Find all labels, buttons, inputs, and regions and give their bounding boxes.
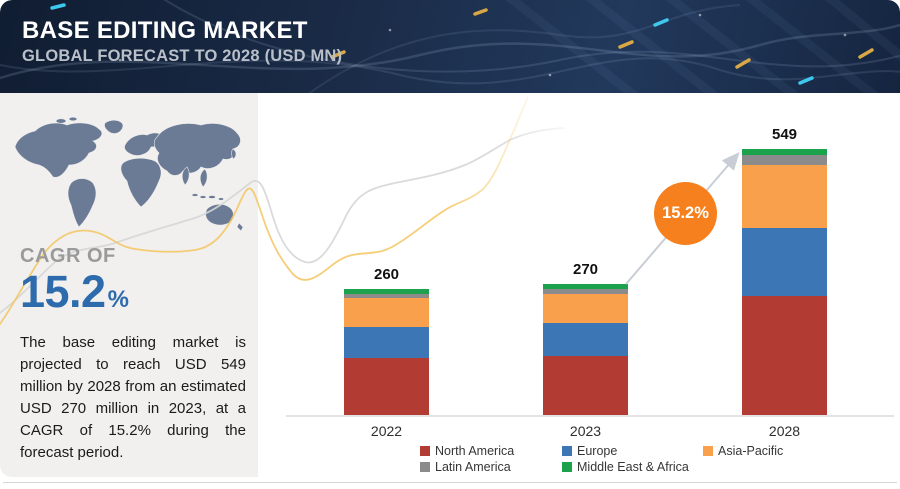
legend-label: Middle East & Africa xyxy=(577,459,689,474)
legend-item-middle-east-africa: Middle East & Africa xyxy=(562,459,703,474)
bar-segment-latin-america xyxy=(742,155,827,166)
legend-swatch-europe xyxy=(562,445,572,456)
x-axis-line xyxy=(286,415,894,417)
bar-segment-europe xyxy=(344,327,429,359)
bar-segment-europe xyxy=(742,228,827,297)
legend-label: Latin America xyxy=(435,459,511,474)
chart-area: 260 2022 270 2023 549 2028 15.2% North Americ… xyxy=(258,93,900,489)
bar-segment-europe xyxy=(543,323,628,357)
bar-segment-north-america xyxy=(543,356,628,415)
card-bottom-divider xyxy=(3,482,897,483)
legend-swatch-middle-east-africa xyxy=(562,461,572,472)
growth-arrow xyxy=(625,151,740,285)
cagr-badge: 15.2% xyxy=(654,182,717,245)
legend-item-latin-america: Latin America xyxy=(420,459,562,474)
bar-segment-north-america xyxy=(742,296,827,415)
cagr-value: 15.2 xyxy=(20,266,106,317)
world-map xyxy=(9,115,249,235)
x-axis-label-2022: 2022 xyxy=(370,423,403,439)
bar-segment-asia-pacific xyxy=(742,165,827,229)
legend-swatch-latin-america xyxy=(420,461,430,472)
bar-total-label: 549 xyxy=(771,125,798,143)
bar-segment-middle-east-africa xyxy=(543,284,628,289)
x-axis-label-2028: 2028 xyxy=(768,423,801,439)
x-axis-label-2023: 2023 xyxy=(569,423,602,439)
page-subtitle: GLOBAL FORECAST TO 2028 (USD MN) xyxy=(22,46,343,65)
legend-label: North America xyxy=(435,443,515,458)
page-title: BASE EDITING MARKET xyxy=(22,17,308,44)
bar-segment-middle-east-africa xyxy=(742,148,827,156)
legend-swatch-asia-pacific xyxy=(703,445,713,456)
market-summary-text: The base editing market is projected to … xyxy=(20,334,246,462)
network-decoration xyxy=(0,0,900,93)
bar-total-label: 270 xyxy=(572,261,599,279)
summary-panel: CAGR OF 15.2 % The base editing market i… xyxy=(0,93,258,477)
legend-label: Europe xyxy=(577,443,618,458)
chart-legend: North America Europe Asia-Pacific Latin Ame… xyxy=(420,443,783,474)
legend-label: Asia-Pacific xyxy=(718,443,784,458)
cagr-label: CAGR OF xyxy=(20,245,116,267)
bar-segment-latin-america xyxy=(543,288,628,294)
legend-swatch-north-america xyxy=(420,445,430,456)
bar-segment-north-america xyxy=(344,358,429,415)
legend-item-europe: Europe xyxy=(562,443,703,458)
cagr-unit: % xyxy=(107,286,129,313)
legend-item-north-america: North America xyxy=(420,443,562,458)
legend-item-asia-pacific: Asia-Pacific xyxy=(703,443,783,458)
cagr-badge-label: 15.2% xyxy=(662,204,709,222)
header-banner: BASE EDITING MARKET GLOBAL FORECAST TO 2… xyxy=(0,0,900,93)
